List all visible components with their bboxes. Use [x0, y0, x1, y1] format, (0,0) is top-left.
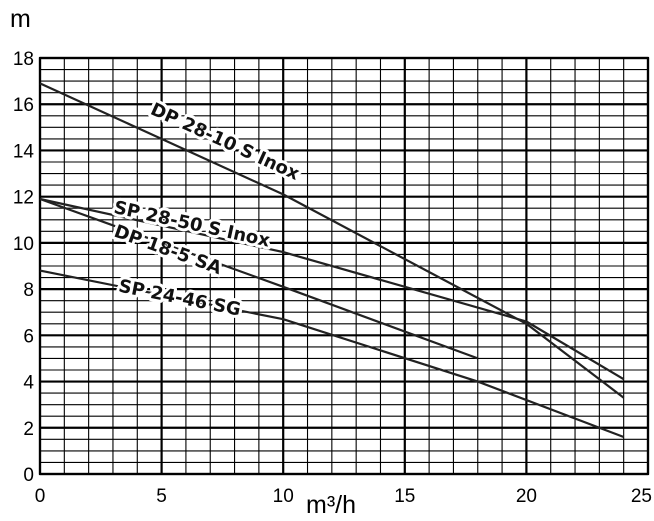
y-tick-label: 12 — [13, 188, 34, 209]
y-tick-label: 18 — [13, 49, 34, 70]
tick-labels: 0 2 4 6 8 10 12 14 16 18 0 5 10 15 20 25 — [13, 49, 652, 507]
x-tick-label: 15 — [394, 486, 415, 507]
series-label: SP 24-46 SG — [117, 276, 243, 321]
y-tick-label: 6 — [23, 326, 34, 347]
x-tick-label: 0 — [35, 486, 46, 507]
plot-frame — [38, 56, 650, 476]
y-tick-label: 10 — [13, 234, 34, 255]
x-axis-label: m³/h — [306, 491, 356, 519]
y-tick-label: 4 — [23, 373, 34, 394]
x-tick-label: 10 — [273, 486, 294, 507]
y-tick-label: 0 — [23, 465, 34, 486]
series-line-4 — [39, 269, 625, 439]
x-tick-label: 25 — [631, 486, 652, 507]
series-line-1 — [39, 82, 625, 399]
y-tick-label: 2 — [23, 419, 34, 440]
x-tick-label: 20 — [516, 486, 537, 507]
y-tick-label: 8 — [23, 280, 34, 301]
y-tick-label: 14 — [13, 141, 35, 162]
y-axis-label: m — [10, 5, 31, 33]
series-line-3 — [39, 197, 479, 360]
x-tick-label: 5 — [156, 486, 167, 507]
series-line-2 — [39, 197, 625, 381]
y-tick-label: 16 — [13, 95, 34, 116]
series-lines — [39, 82, 625, 439]
